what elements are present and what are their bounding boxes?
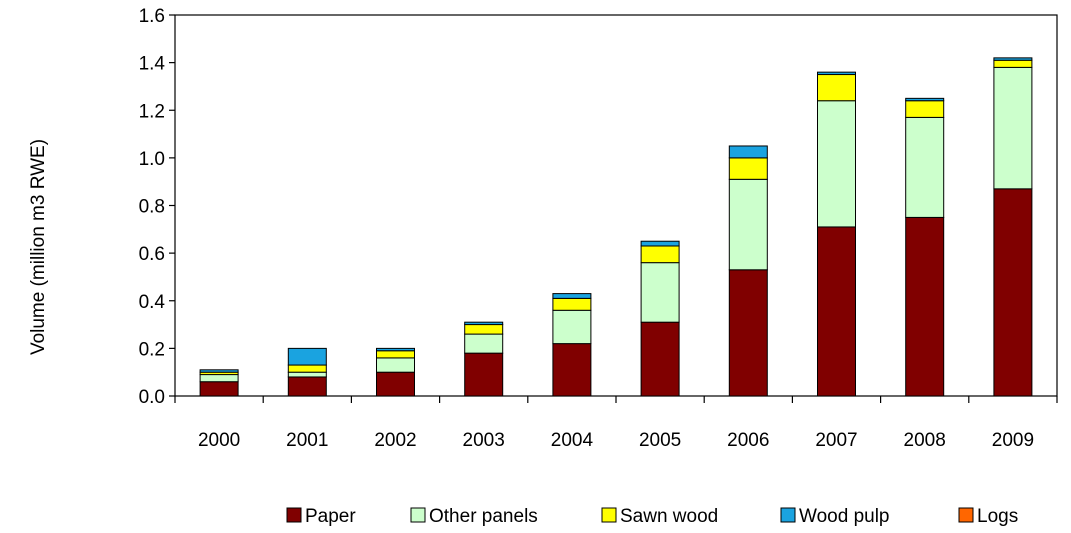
y-tick-label: 0.8: [139, 197, 165, 218]
legend-label-wood-pulp: Wood pulp: [799, 506, 890, 527]
bar-other-panels-2000: [199, 374, 239, 383]
x-tick-label: 2005: [639, 430, 681, 451]
bar-other-panels-2001: [287, 371, 327, 378]
bar-sawn-wood-2002: [376, 350, 415, 359]
bar-wood-pulp-2003: [464, 321, 504, 326]
x-axis: 2000 2001 2002 2003 2004 2005 2006 2007 2008 2009: [174, 396, 1058, 451]
legend-swatch-other-panels: [410, 507, 426, 523]
x-tick-label: 2000: [198, 430, 240, 451]
bar-wood-pulp-2009: [993, 57, 1033, 61]
legend-swatch-wood-pulp: [780, 507, 796, 523]
bar-sawn-wood-2008: [905, 100, 945, 118]
bar-other-panels-2006: [728, 178, 768, 271]
bars: [199, 57, 1033, 397]
bar-wood-pulp-2006: [728, 145, 768, 159]
y-tick-label: 0.6: [139, 244, 165, 265]
bar-wood-pulp-2005: [640, 240, 680, 247]
bar-wood-pulp-2007: [817, 71, 856, 76]
bar-wood-pulp-2000: [199, 369, 239, 373]
x-tick-label: 2003: [463, 430, 505, 451]
bar-sawn-wood-2005: [640, 245, 680, 264]
bar-sawn-wood-2006: [728, 157, 768, 180]
bar-other-panels-2009: [993, 66, 1033, 190]
legend-label-logs: Logs: [977, 506, 1018, 527]
legend-label-paper: Paper: [305, 506, 356, 527]
bar-wood-pulp-2004: [552, 293, 592, 299]
x-tick-label: 2004: [551, 430, 594, 451]
y-tick-label: 1.0: [139, 149, 165, 170]
legend: Paper Other panels Sawn wood Wood pulp Logs: [286, 506, 1018, 527]
bar-sawn-wood-2001: [287, 364, 327, 373]
bar-other-panels-2003: [464, 333, 504, 354]
y-tick-label: 1.6: [139, 6, 165, 27]
y-axis: 0.0 0.2 0.4 0.6 0.8 1.0 1.2 1.4 1.6: [139, 6, 175, 408]
bar-sawn-wood-2009: [993, 59, 1033, 68]
bar-other-panels-2007: [817, 100, 856, 228]
bar-paper-2008: [905, 216, 945, 397]
bar-paper-2004: [552, 343, 592, 397]
y-axis-title: Volume (million m3 RWE): [28, 139, 49, 355]
x-tick-label: 2009: [992, 430, 1034, 451]
bar-paper-2000: [199, 381, 239, 397]
x-tick-label: 2001: [286, 430, 328, 451]
bar-wood-pulp-2001: [287, 347, 327, 366]
bar-other-panels-2005: [640, 262, 680, 323]
legend-label-other-panels: Other panels: [429, 506, 538, 527]
bar-paper-2009: [993, 188, 1033, 397]
legend-label-sawn-wood: Sawn wood: [620, 506, 718, 527]
legend-swatch-paper: [286, 507, 302, 523]
bar-wood-pulp-2008: [905, 97, 945, 102]
y-tick-label: 0.4: [139, 292, 166, 313]
y-tick-label: 0.2: [139, 339, 165, 360]
bar-sawn-wood-2007: [817, 74, 856, 102]
bar-paper-2007: [817, 226, 856, 397]
x-tick-label: 2007: [815, 430, 857, 451]
bar-wood-pulp-2002: [376, 347, 415, 352]
bar-paper-2003: [464, 352, 504, 397]
bar-paper-2005: [640, 321, 680, 397]
bar-paper-2001: [287, 376, 327, 397]
x-tick-label: 2006: [727, 430, 769, 451]
y-tick-label: 1.4: [139, 54, 166, 75]
bar-other-panels-2008: [905, 116, 945, 218]
bar-other-panels-2002: [376, 357, 415, 373]
bar-paper-2006: [728, 269, 768, 397]
bar-other-panels-2004: [552, 309, 592, 345]
bar-sawn-wood-2003: [464, 324, 504, 335]
y-tick-label: 1.2: [139, 101, 165, 122]
bar-paper-2002: [376, 371, 415, 397]
x-tick-label: 2008: [904, 430, 946, 451]
x-tick-label: 2002: [374, 430, 416, 451]
legend-swatch-logs: [958, 507, 974, 523]
bar-sawn-wood-2004: [552, 297, 592, 311]
legend-swatch-sawn-wood: [601, 507, 617, 523]
y-tick-label: 0.0: [139, 387, 165, 408]
